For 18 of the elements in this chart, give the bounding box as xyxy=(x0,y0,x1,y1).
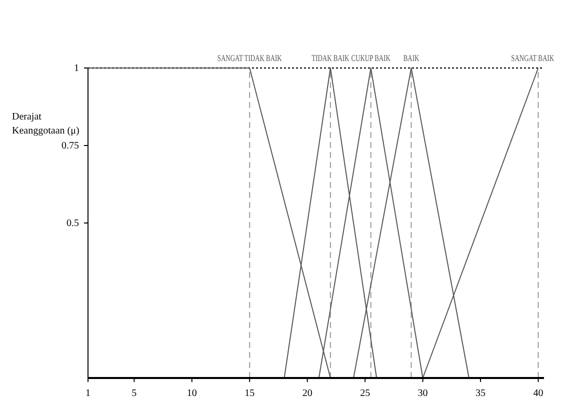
x-tick-label: 5 xyxy=(132,388,137,399)
x-tick-label: 10 xyxy=(186,388,197,399)
y-axis-title: Derajat Keanggotaan (μ) xyxy=(12,112,80,136)
x-tick-label: 35 xyxy=(476,388,486,399)
x-tick-label: 25 xyxy=(360,388,370,399)
series-label: SANGAT BAIK xyxy=(511,52,554,64)
y-tick-label: 0.75 xyxy=(62,140,79,152)
x-tick-label: 20 xyxy=(302,388,312,399)
x-tick-label: 30 xyxy=(418,388,428,399)
y-tick-label: 0.5 xyxy=(66,218,79,229)
x-tick-label: 40 xyxy=(533,388,544,399)
x-tick-label: 15 xyxy=(244,388,255,399)
series-label: TIDAK BAIK xyxy=(312,52,350,64)
y-tick-label: 1 xyxy=(74,63,79,74)
x-tick-label: 1 xyxy=(86,388,90,399)
series-label: SANGAT TIDAK BAIK xyxy=(217,52,282,64)
series-label: BAIK xyxy=(403,52,420,64)
series-label: CUKUP BAIK xyxy=(351,52,391,64)
